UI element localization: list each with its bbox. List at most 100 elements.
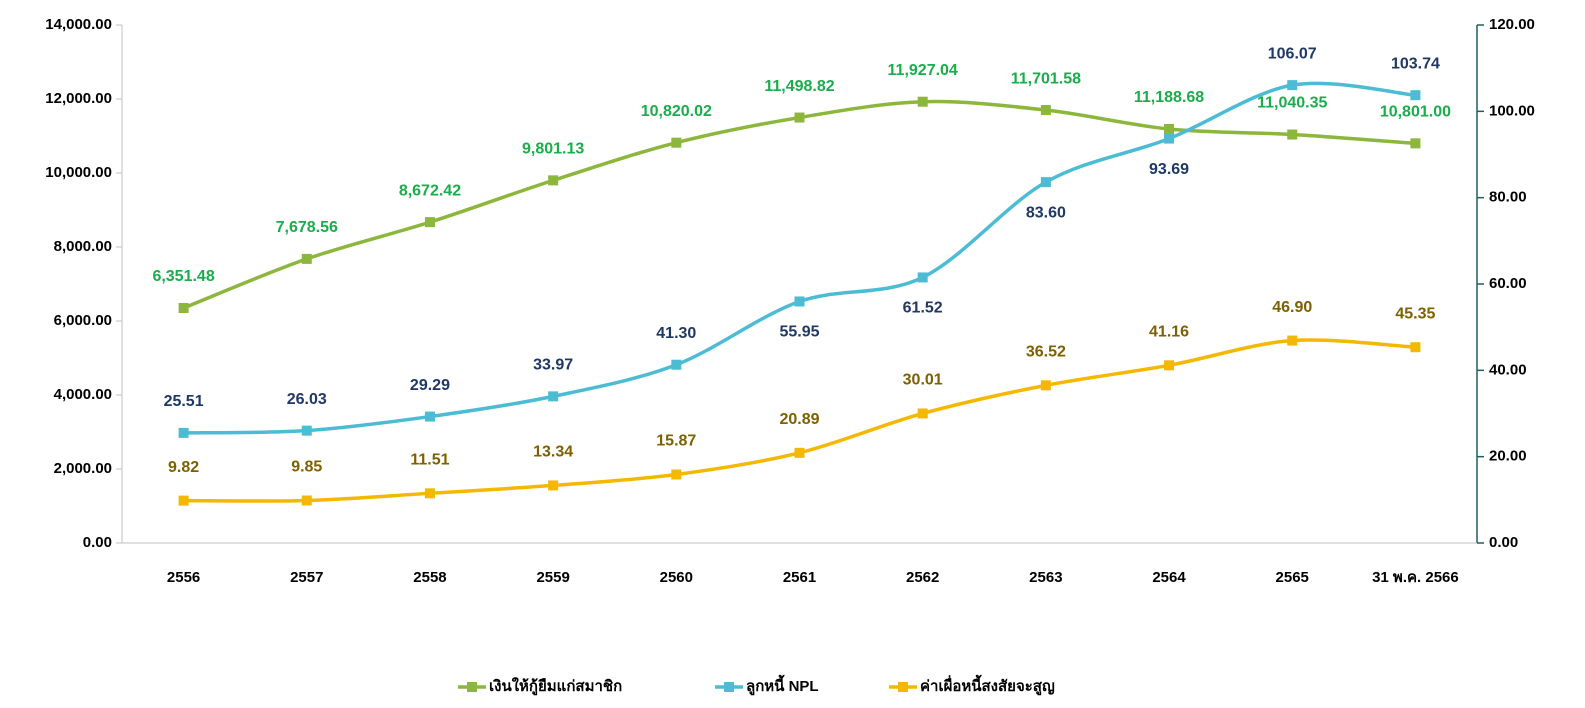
y-tick-label: 10,000.00 — [45, 164, 112, 181]
data-label: 29.29 — [410, 377, 450, 394]
marker — [917, 272, 928, 283]
data-label: 30.01 — [903, 372, 943, 389]
y2-tick-label: 80.00 — [1489, 189, 1527, 206]
y2-tick-label: 100.00 — [1489, 102, 1535, 119]
marker — [1410, 342, 1421, 353]
marker — [1040, 105, 1051, 116]
y-tick-label: 4,000.00 — [54, 386, 112, 403]
marker — [917, 408, 928, 419]
x-tick-label: 2556 — [167, 569, 200, 586]
y-tick-label: 8,000.00 — [54, 238, 112, 255]
data-label: 25.51 — [164, 393, 204, 410]
data-label: 36.52 — [1026, 344, 1066, 361]
legend-marker — [724, 682, 734, 692]
x-tick-label: 2562 — [906, 569, 939, 586]
data-label: 8,672.42 — [399, 182, 461, 199]
x-tick-label: 2558 — [413, 569, 446, 586]
x-tick-label: 2557 — [290, 569, 323, 586]
data-label: 106.07 — [1268, 45, 1317, 62]
y2-tick-label: 40.00 — [1489, 361, 1527, 378]
marker — [301, 253, 312, 264]
marker — [1040, 177, 1051, 188]
marker — [178, 302, 189, 313]
data-label: 13.34 — [533, 444, 573, 461]
marker — [671, 469, 682, 480]
marker — [1164, 360, 1175, 371]
data-label: 7,678.56 — [276, 219, 338, 236]
marker — [548, 480, 559, 491]
marker — [794, 447, 805, 458]
legend-label: ลูกหนี้ NPL — [746, 674, 819, 696]
marker — [548, 175, 559, 186]
data-label: 11,040.35 — [1257, 95, 1327, 112]
data-label: 61.52 — [903, 300, 943, 317]
data-label: 10,801.00 — [1380, 104, 1451, 121]
marker — [424, 217, 435, 228]
data-label: 11.51 — [410, 452, 449, 469]
marker — [1164, 133, 1175, 144]
marker — [1287, 129, 1298, 140]
legend-marker — [898, 682, 908, 692]
data-label: 9.82 — [168, 459, 199, 476]
x-tick-label: 2559 — [536, 569, 569, 586]
marker — [1287, 335, 1298, 346]
data-label: 33.97 — [533, 357, 573, 374]
data-label: 93.69 — [1149, 161, 1189, 178]
marker — [548, 391, 559, 402]
y2-tick-label: 20.00 — [1489, 448, 1527, 465]
data-label: 41.30 — [656, 325, 696, 342]
marker — [178, 495, 189, 506]
data-label: 26.03 — [287, 391, 327, 408]
legend-label: เงินให้กู้ยืมแก่สมาชิก — [489, 677, 622, 696]
marker — [424, 488, 435, 499]
y-tick-label: 14,000.00 — [45, 16, 112, 33]
y2-tick-label: 120.00 — [1489, 16, 1535, 33]
data-label: 46.90 — [1272, 299, 1312, 316]
marker — [917, 96, 928, 107]
marker — [671, 137, 682, 148]
y2-tick-label: 0.00 — [1489, 534, 1518, 551]
data-label: 41.16 — [1149, 324, 1189, 341]
x-tick-label: 2561 — [783, 569, 816, 586]
data-label: 6,351.48 — [152, 268, 214, 285]
marker — [671, 359, 682, 370]
x-tick-label: 2563 — [1029, 569, 1062, 586]
data-label: 45.35 — [1395, 305, 1435, 322]
marker — [178, 427, 189, 438]
legend-marker — [467, 682, 477, 692]
marker — [1164, 124, 1175, 135]
data-label: 11,927.04 — [888, 62, 958, 79]
y-tick-label: 12,000.00 — [45, 90, 112, 107]
marker — [301, 495, 312, 506]
marker — [1410, 138, 1421, 149]
data-label: 11,498.82 — [764, 78, 834, 95]
marker — [1287, 80, 1298, 91]
marker — [794, 112, 805, 123]
y-tick-label: 6,000.00 — [54, 312, 112, 329]
data-label: 9.85 — [291, 459, 322, 476]
x-tick-label: 2565 — [1276, 569, 1309, 586]
data-label: 103.74 — [1391, 55, 1440, 72]
data-label: 83.60 — [1026, 204, 1066, 221]
data-label: 10,820.02 — [641, 103, 712, 120]
x-tick-label: 2564 — [1152, 569, 1186, 586]
data-label: 15.87 — [656, 433, 696, 450]
marker — [1040, 380, 1051, 391]
data-label: 11,701.58 — [1011, 70, 1081, 87]
marker — [424, 411, 435, 422]
series-line — [182, 99, 1416, 310]
x-tick-label: 31 พ.ค. 2566 — [1372, 569, 1459, 586]
data-label: 9,801.13 — [522, 141, 584, 158]
data-label: 55.95 — [779, 324, 819, 341]
series-line — [183, 81, 1416, 435]
y-tick-label: 0.00 — [83, 534, 112, 551]
data-label: 11,188.68 — [1134, 89, 1204, 106]
y2-tick-label: 60.00 — [1489, 275, 1527, 292]
marker — [301, 425, 312, 436]
marker — [1410, 90, 1421, 101]
y-tick-label: 2,000.00 — [54, 460, 112, 477]
data-label: 20.89 — [779, 411, 819, 428]
marker — [794, 296, 805, 307]
x-tick-label: 2560 — [660, 569, 693, 586]
